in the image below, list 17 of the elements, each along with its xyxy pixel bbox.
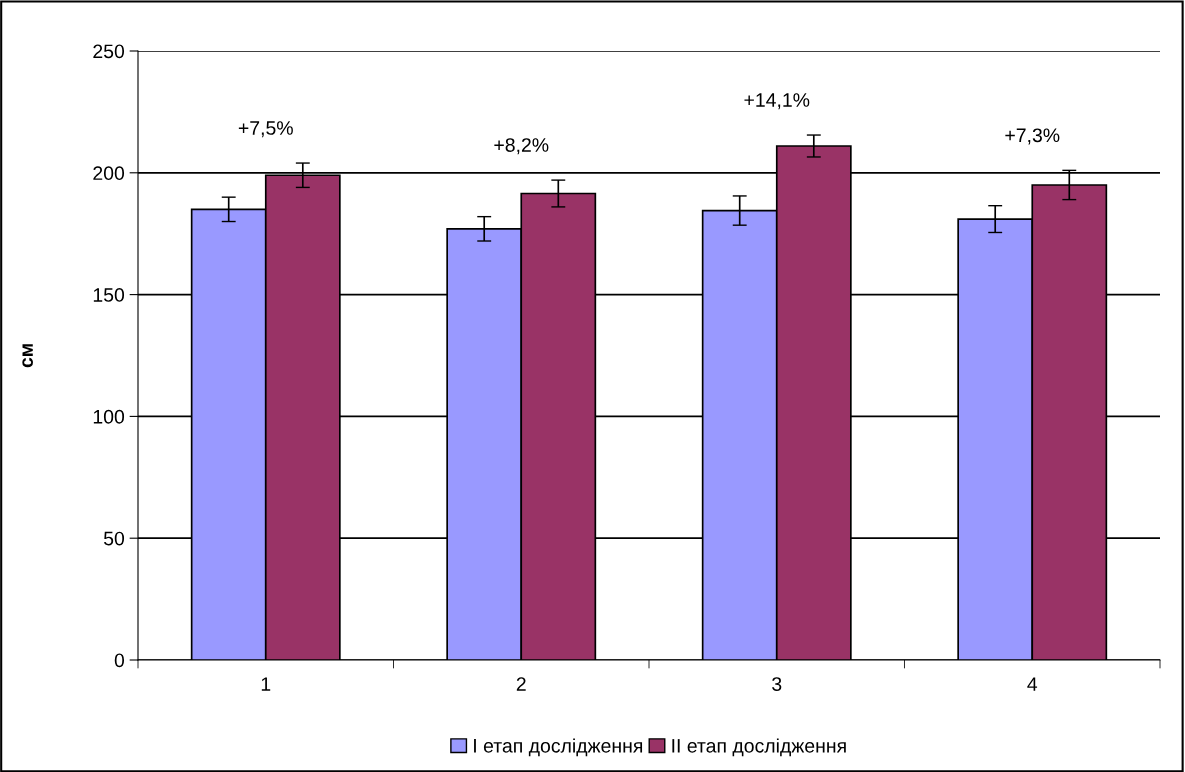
y-axis-title: см <box>22 344 33 368</box>
legend-label: II етап дослідження <box>672 738 846 757</box>
annotation: +7,5% <box>238 121 293 138</box>
legend-label: I етап дослідження <box>474 738 643 757</box>
y-tick-label: 150 <box>93 288 125 302</box>
annotation: +14,1% <box>744 93 810 110</box>
x-tick-label: 1 <box>261 677 271 691</box>
annotation: +8,2% <box>494 138 549 155</box>
annotation: +7,3% <box>1005 128 1060 145</box>
y-tick-label: 50 <box>103 531 125 546</box>
y-tick-label: 200 <box>93 166 125 181</box>
y-tick-label: 250 <box>93 44 125 59</box>
x-tick-label: 3 <box>772 677 782 691</box>
x-tick-label: 2 <box>516 677 526 691</box>
y-tick-label: 100 <box>93 409 125 424</box>
x-tick-label: 4 <box>1027 677 1038 691</box>
y-tick-label: 0 <box>114 653 125 668</box>
